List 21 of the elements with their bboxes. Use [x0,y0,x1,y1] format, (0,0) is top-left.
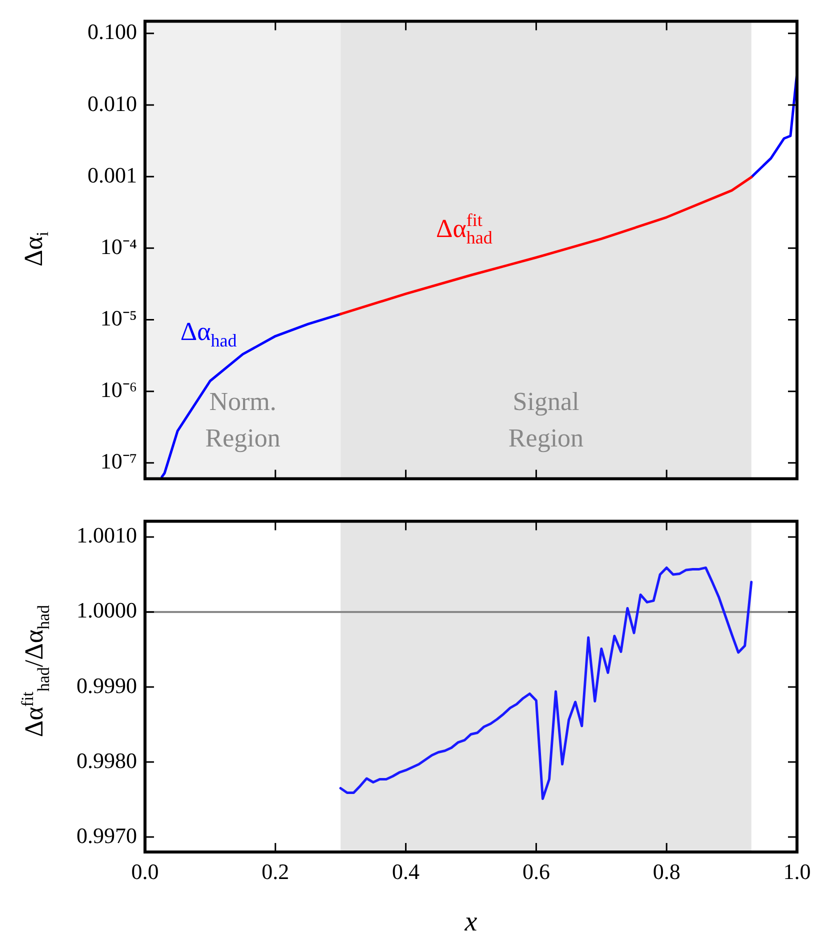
y-tick-label: 10⁻⁴ [100,234,138,259]
y-tick-label: 0.9970 [76,822,137,848]
y-tick-label: 0.9980 [76,748,137,773]
band-label: Norm. Region [205,387,280,453]
x-tick-label: 0.2 [262,858,290,884]
x-tick-label: 1.0 [783,858,811,884]
x-axis-title: x [464,906,478,938]
y-tick-label: 10⁻⁶ [100,377,137,402]
x-tick-label: 0.8 [652,858,680,884]
x-tick-label: 0.6 [522,858,550,884]
y-tick-label: 10⁻⁷ [100,448,137,474]
y-tick-label: 0.001 [88,162,137,188]
x-tick-label: 0.0 [131,858,159,884]
x-tick-label: 0.4 [392,858,420,884]
y-tick-label: 10⁻⁵ [100,306,137,331]
y-tick-label: 0.9990 [76,672,137,698]
y-tick-label: 0.010 [88,90,137,116]
y-tick-label: 0.100 [88,19,137,44]
y-tick-label: 1.0010 [76,522,137,548]
band-label: Signal Region [508,387,584,453]
y-tick-label: 1.0000 [76,598,137,623]
